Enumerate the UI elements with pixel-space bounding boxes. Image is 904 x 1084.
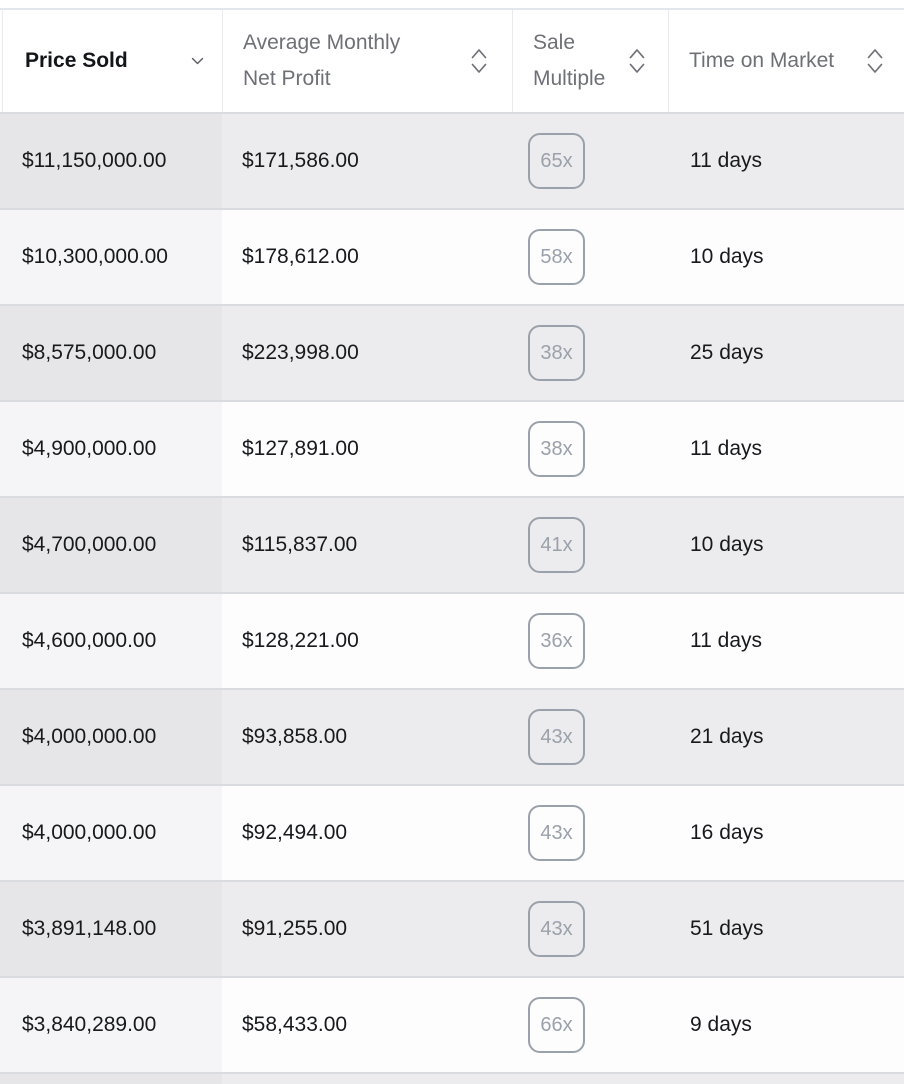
sale-multiple-badge: 58x [528, 229, 585, 285]
sale-multiple-badge: 41x [528, 517, 585, 573]
sale-multiple-cell: 41x [512, 498, 668, 592]
net-profit-cell: $91,255.00 [242, 917, 348, 940]
price-sold-cell: $8,575,000.00 [0, 306, 222, 400]
table-row[interactable]: $4,000,000.00 $92,494.00 43x 16 days [0, 784, 904, 880]
column-label-line: Multiple [533, 67, 606, 90]
table-row[interactable]: $3,840,289.00 $58,433.00 66x 9 days [0, 976, 904, 1072]
net-profit-cell [222, 1074, 512, 1084]
sale-multiple-badge: 43x [528, 805, 585, 861]
column-label-line: Net Profit [243, 67, 331, 90]
price-sold-cell: $4,600,000.00 [0, 594, 222, 688]
time-on-market-cell: 51 days [690, 917, 764, 940]
sale-multiple-cell: 38x [512, 402, 668, 496]
table-row[interactable]: $3,891,148.00 $91,255.00 43x 51 days [0, 880, 904, 976]
column-label-time-on-market: Time on Market [689, 49, 835, 72]
net-profit-cell: $93,858.00 [242, 725, 348, 748]
table-row-partial[interactable] [0, 1072, 904, 1084]
net-profit-cell: $115,837.00 [242, 533, 358, 556]
price-sold-cell: $3,891,148.00 [0, 882, 222, 976]
price-sold-cell: $4,000,000.00 [0, 690, 222, 784]
price-sold-cell: $4,900,000.00 [0, 402, 222, 496]
sale-multiple-cell: 43x [512, 882, 668, 976]
sale-multiple-cell: 43x [512, 786, 668, 880]
sale-multiple-cell: 38x [512, 306, 668, 400]
time-on-market-cell: 11 days [690, 629, 762, 652]
net-profit-cell: $92,494.00 [242, 821, 348, 844]
column-header-time-on-market[interactable]: Time on Market [668, 10, 904, 112]
chevron-up-down-icon [470, 46, 488, 76]
time-on-market-cell: 10 days [690, 245, 764, 268]
column-label-line: Average Monthly [243, 31, 401, 54]
price-sold-cell: $10,300,000.00 [0, 210, 222, 304]
net-profit-cell: $223,998.00 [242, 341, 359, 364]
table-row[interactable]: $4,900,000.00 $127,891.00 38x 11 days [0, 400, 904, 496]
sale-multiple-cell: 58x [512, 210, 668, 304]
sale-multiple-badge: 38x [528, 421, 585, 477]
sale-multiple-badge: 43x [528, 901, 585, 957]
time-on-market-cell [668, 1074, 904, 1084]
time-on-market-cell: 16 days [690, 821, 764, 844]
chevron-up-down-icon [866, 46, 884, 76]
net-profit-cell: $171,586.00 [242, 149, 359, 172]
net-profit-cell: $178,612.00 [242, 245, 359, 268]
time-on-market-cell: 9 days [690, 1013, 752, 1036]
time-on-market-cell: 11 days [690, 437, 762, 460]
sold-listings-table: Price Sold Average Monthly Net Profit Sa… [0, 8, 904, 1084]
table-header-row: Price Sold Average Monthly Net Profit Sa… [0, 8, 904, 112]
time-on-market-cell: 21 days [690, 725, 764, 748]
price-sold-cell: $4,700,000.00 [0, 498, 222, 592]
column-header-sale-multiple[interactable]: Sale Multiple [512, 10, 668, 112]
sale-multiple-cell: 66x [512, 978, 668, 1072]
column-header-price-sold[interactable]: Price Sold [2, 10, 222, 112]
sale-multiple-cell: 36x [512, 594, 668, 688]
time-on-market-cell: 11 days [690, 149, 762, 172]
column-label-average-monthly-net-profit: Average Monthly Net Profit [243, 25, 400, 97]
table-row[interactable]: $10,300,000.00 $178,612.00 58x 10 days [0, 208, 904, 304]
table-row[interactable]: $4,600,000.00 $128,221.00 36x 11 days [0, 592, 904, 688]
net-profit-cell: $58,433.00 [242, 1013, 348, 1036]
price-sold-cell: $11,150,000.00 [0, 114, 222, 208]
sort-caret-down-icon [191, 57, 204, 65]
sale-multiple-badge: 43x [528, 709, 585, 765]
column-header-average-monthly-net-profit[interactable]: Average Monthly Net Profit [222, 10, 512, 112]
table-row[interactable]: $4,700,000.00 $115,837.00 41x 10 days [0, 496, 904, 592]
table-row[interactable]: $4,000,000.00 $93,858.00 43x 21 days [0, 688, 904, 784]
price-sold-cell [0, 1074, 222, 1084]
sale-multiple-cell: 43x [512, 690, 668, 784]
table-row[interactable]: $11,150,000.00 $171,586.00 65x 11 days [0, 112, 904, 208]
sale-multiple-cell: 65x [512, 114, 668, 208]
sale-multiple-badge: 65x [528, 133, 585, 189]
sale-multiple-badge: 38x [528, 325, 585, 381]
chevron-up-down-icon [628, 46, 646, 76]
column-label-line: Sale [533, 31, 576, 54]
time-on-market-cell: 10 days [690, 533, 764, 556]
sale-multiple-cell [512, 1074, 668, 1084]
net-profit-cell: $128,221.00 [242, 629, 359, 652]
time-on-market-cell: 25 days [690, 341, 764, 364]
table-row[interactable]: $8,575,000.00 $223,998.00 38x 25 days [0, 304, 904, 400]
column-label-price-sold: Price Sold [25, 49, 128, 72]
sale-multiple-badge: 66x [528, 997, 585, 1053]
sale-multiple-badge: 36x [528, 613, 585, 669]
price-sold-cell: $4,000,000.00 [0, 786, 222, 880]
price-sold-cell: $3,840,289.00 [0, 978, 222, 1072]
net-profit-cell: $127,891.00 [242, 437, 359, 460]
column-label-sale-multiple: Sale Multiple [533, 25, 605, 97]
